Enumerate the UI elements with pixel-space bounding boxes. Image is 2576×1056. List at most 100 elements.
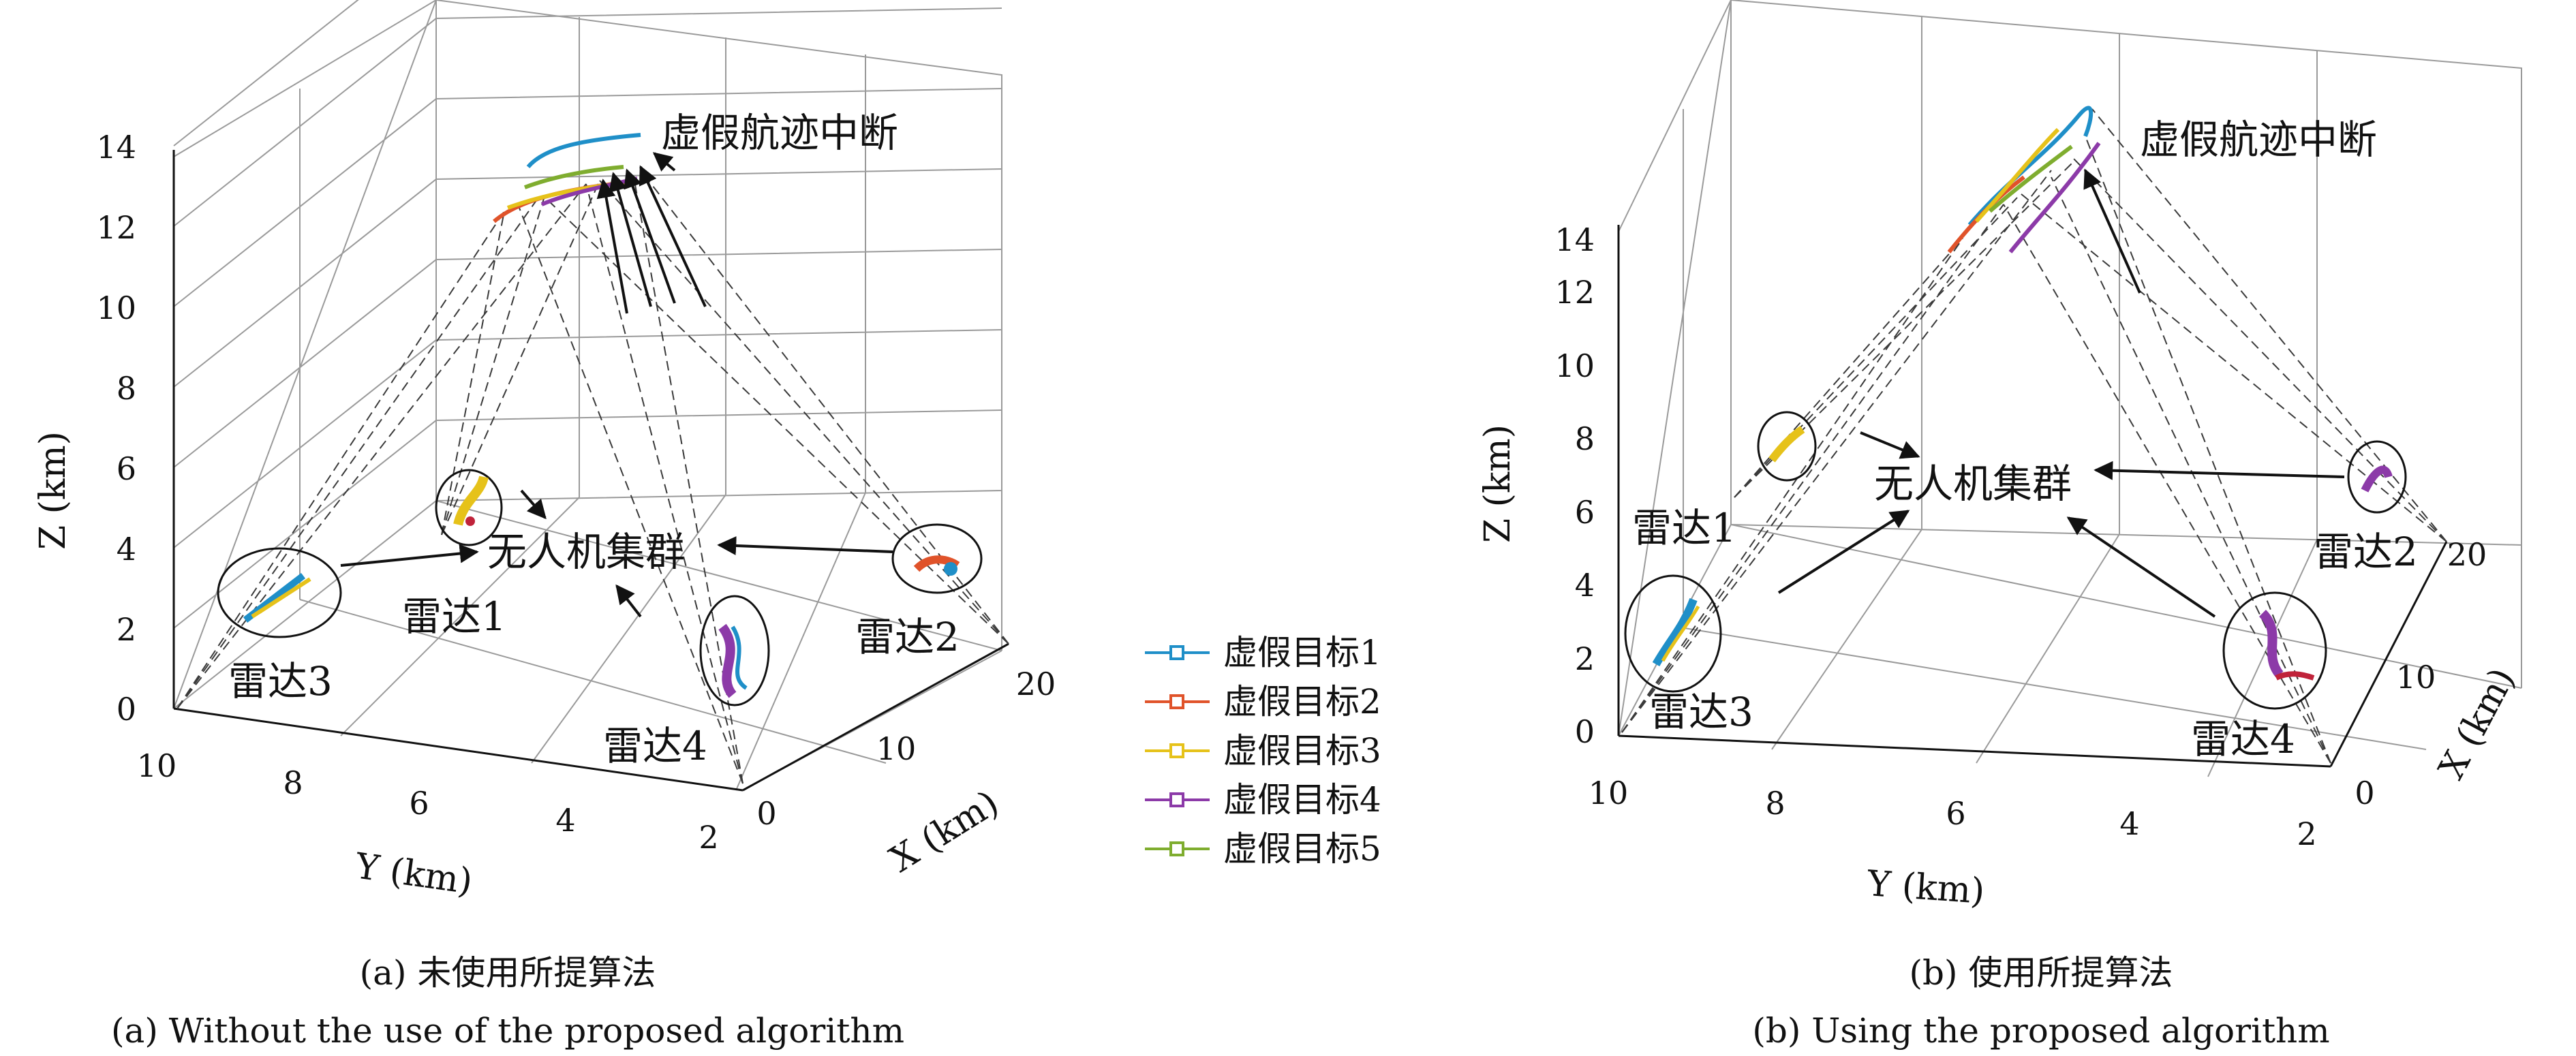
panel-a-x-label: X (km) bbox=[883, 783, 1006, 881]
grid-line bbox=[173, 168, 1002, 388]
false-track-5 bbox=[523, 165, 624, 189]
false-track-1 bbox=[526, 133, 641, 168]
legend-entry: 虚假目标5 bbox=[1145, 829, 1381, 869]
legend-swatch-marker bbox=[1169, 645, 1184, 660]
panel-a-radar-2-label: 雷达2 bbox=[855, 614, 960, 660]
panel-a-swarm-label: 无人机集群 bbox=[487, 529, 685, 575]
x-tick: 10 bbox=[876, 730, 917, 767]
swarm-circle bbox=[699, 595, 770, 706]
z-tick: 4 bbox=[117, 531, 136, 568]
false-track-4 bbox=[540, 176, 638, 206]
grid-line bbox=[173, 329, 1002, 548]
panel-b-grid bbox=[1618, 0, 2522, 777]
panel-a-interrupt-label: 虚假航迹中断 bbox=[661, 110, 898, 156]
panel-a-grid bbox=[173, 0, 1002, 791]
false-track-3 bbox=[1974, 127, 2060, 223]
z-tick: 12 bbox=[96, 209, 136, 246]
panel-a: 0 2 4 6 8 10 12 14 Z (km) 10 8 6 4 2 Y (… bbox=[33, 0, 1056, 1051]
panel-a-y-label: Y (km) bbox=[352, 845, 475, 903]
legend-swatch-marker bbox=[1169, 694, 1184, 709]
z-tick: 0 bbox=[117, 691, 136, 728]
swarm-circle bbox=[1624, 574, 1722, 693]
legend-entry: 虚假目标2 bbox=[1145, 682, 1381, 721]
panel-a-y-axis bbox=[173, 707, 743, 792]
false-track-2 bbox=[1947, 175, 2025, 253]
panel-b-radar-1-label: 雷达1 bbox=[1632, 505, 1736, 551]
panel-a-arrows bbox=[340, 152, 893, 618]
swarm-circle bbox=[217, 547, 342, 638]
legend-entry: 虚假目标1 bbox=[1145, 633, 1381, 672]
x-tick: 0 bbox=[2355, 775, 2374, 811]
z-tick: 10 bbox=[96, 290, 136, 326]
panel-a-radar-rays bbox=[177, 170, 1009, 784]
swarm-circle bbox=[2222, 591, 2327, 710]
legend-swatch-marker bbox=[1169, 841, 1184, 856]
y-tick: 8 bbox=[283, 764, 303, 801]
panel-a-x-ticks: 0 10 20 bbox=[756, 666, 1056, 832]
z-tick: 6 bbox=[1575, 494, 1595, 531]
panel-b-swarm-label: 无人机集群 bbox=[1874, 461, 2072, 507]
z-tick: 2 bbox=[1575, 640, 1595, 677]
grid-line bbox=[173, 7, 1002, 227]
y-tick: 2 bbox=[699, 819, 718, 856]
legend-label: 虚假目标1 bbox=[1223, 633, 1381, 672]
panel-a-caption-cn: (a) 未使用所提算法 bbox=[360, 953, 656, 993]
swarm-circle bbox=[891, 523, 983, 594]
z-tick: 8 bbox=[117, 370, 136, 407]
z-tick: 10 bbox=[1554, 347, 1595, 384]
legend-entry: 虚假目标4 bbox=[1145, 780, 1381, 820]
y-tick: 2 bbox=[2297, 816, 2316, 852]
legend: 虚假目标1 虚假目标2 虚假目标3 虚假目标4 虚假目标5 bbox=[1145, 633, 1381, 869]
panel-b-z-ticks: 0 2 4 6 8 10 12 14 bbox=[1554, 221, 1595, 750]
panel-a-radar-4-label: 雷达4 bbox=[603, 723, 707, 769]
x-tick: 20 bbox=[2447, 536, 2487, 573]
swarm-circle bbox=[2347, 440, 2407, 514]
grid-line bbox=[173, 249, 1002, 468]
x-tick: 10 bbox=[2396, 659, 2436, 696]
panel-b-y-ticks: 10 8 6 4 2 bbox=[1589, 775, 2317, 852]
panel-a-z-ticks: 0 2 4 6 8 10 12 14 bbox=[96, 129, 136, 728]
y-tick: 6 bbox=[1946, 795, 1965, 832]
panel-b-caption-cn: (b) 使用所提算法 bbox=[1910, 953, 2173, 993]
legend-label: 虚假目标5 bbox=[1223, 829, 1381, 869]
legend-label: 虚假目标3 bbox=[1223, 731, 1381, 771]
swarm-circle bbox=[1757, 411, 1817, 482]
panel-b: 0 2 4 6 8 10 12 14 Z (km) 10 8 6 4 2 Y (… bbox=[1477, 0, 2524, 1051]
panel-b-x-label: X (km) bbox=[2431, 662, 2523, 786]
grid-line bbox=[173, 0, 359, 146]
panel-b-y-label: Y (km) bbox=[1865, 863, 1986, 912]
x-tick: 0 bbox=[756, 795, 776, 832]
panel-b-radar-4-label: 雷达4 bbox=[2191, 716, 2295, 762]
legend-swatch-marker bbox=[1169, 743, 1184, 758]
panel-b-x-ticks: 0 10 20 bbox=[2355, 536, 2487, 811]
panel-b-x-axis bbox=[2329, 541, 2448, 767]
z-tick: 2 bbox=[117, 611, 136, 648]
panel-b-interrupt-label: 虚假航迹中断 bbox=[2140, 117, 2377, 163]
panel-b-z-label: Z (km) bbox=[1477, 424, 1518, 543]
false-track-5 bbox=[1989, 144, 2073, 213]
panel-a-y-ticks: 10 8 6 4 2 bbox=[137, 747, 719, 856]
panel-b-radar-2-label: 雷达2 bbox=[2314, 529, 2418, 575]
panel-a-radar-3-label: 雷达3 bbox=[228, 658, 333, 704]
y-tick: 4 bbox=[555, 802, 575, 839]
legend-label: 虚假目标4 bbox=[1223, 780, 1381, 820]
panel-a-radar-1-label: 雷达1 bbox=[402, 593, 506, 640]
panel-b-radar-3-label: 雷达3 bbox=[1649, 689, 1753, 735]
panel-a-caption-en: (a) Without the use of the proposed algo… bbox=[111, 1011, 904, 1051]
panel-b-radar-rays bbox=[1621, 108, 2447, 764]
z-tick: 14 bbox=[1554, 221, 1595, 258]
z-tick: 6 bbox=[117, 450, 136, 487]
legend-entry: 虚假目标3 bbox=[1145, 731, 1381, 771]
x-tick: 20 bbox=[1016, 666, 1056, 702]
panel-b-swarms bbox=[1624, 411, 2407, 710]
z-tick: 12 bbox=[1554, 274, 1595, 311]
z-tick: 4 bbox=[1575, 567, 1595, 604]
z-tick: 0 bbox=[1575, 713, 1595, 750]
false-track-4 bbox=[2008, 142, 2101, 253]
panel-b-arrows bbox=[1777, 168, 2345, 618]
y-tick: 10 bbox=[137, 747, 177, 784]
panel-a-z-label: Z (km) bbox=[33, 431, 74, 550]
panel-b-false-tracks bbox=[1947, 106, 2101, 253]
panel-b-caption-en: (b) Using the proposed algorithm bbox=[1752, 1011, 2329, 1051]
